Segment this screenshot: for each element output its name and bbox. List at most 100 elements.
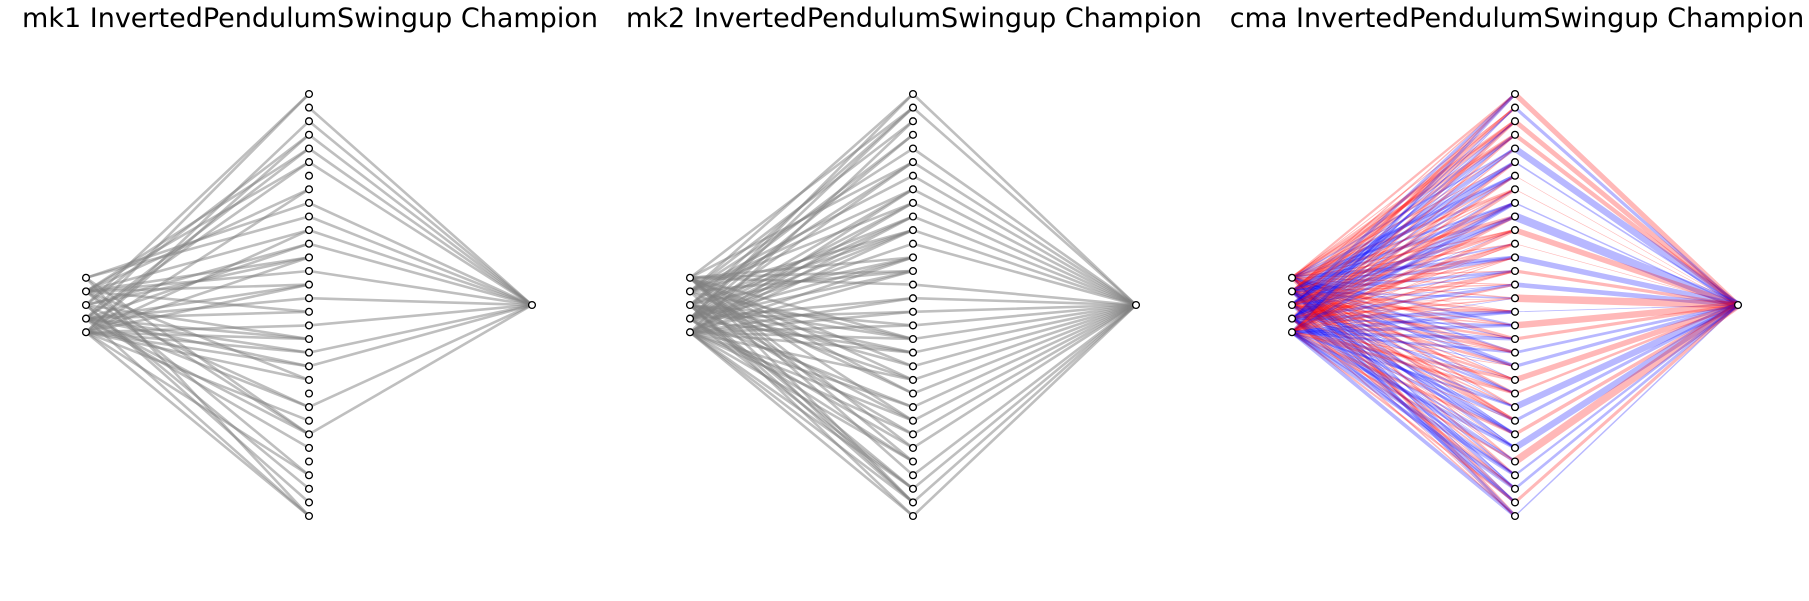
- hidden-node: [908, 362, 918, 371]
- edge-input-hidden: [1290, 330, 1517, 491]
- edge-hidden-output: [1512, 118, 1741, 308]
- edge-hidden-output: [911, 303, 1138, 368]
- hidden-node: [908, 443, 918, 452]
- edge-input-hidden: [688, 330, 915, 518]
- edge-input-hidden: [1290, 303, 1517, 436]
- edge-input-hidden: [1291, 188, 1516, 306]
- edge-input-hidden: [1291, 120, 1516, 306]
- edge-input-hidden: [1290, 316, 1517, 464]
- edge-hidden-output: [1513, 303, 1740, 368]
- edge-input-hidden: [84, 92, 311, 320]
- edge-hidden-output: [307, 269, 534, 307]
- hidden-node: [1510, 443, 1520, 452]
- edge-input-hidden: [1290, 255, 1517, 280]
- edge-input-hidden: [1290, 317, 1517, 449]
- edge-input-hidden: [1290, 275, 1517, 518]
- hidden-node: [908, 471, 918, 480]
- hidden-node: [304, 403, 314, 412]
- hidden-node: [908, 321, 918, 330]
- hidden-node: [908, 457, 918, 466]
- edge-hidden-output: [1511, 145, 1742, 309]
- edge-input-hidden: [1291, 304, 1516, 327]
- hidden-node: [1510, 212, 1520, 221]
- edge-hidden-output: [307, 303, 534, 354]
- edge-input-hidden: [1290, 331, 1517, 504]
- edge-hidden-output: [911, 201, 1138, 307]
- edge-input-hidden: [1290, 214, 1517, 280]
- hidden-node: [304, 484, 314, 493]
- edge-input-hidden: [1290, 303, 1517, 368]
- edge-hidden-output: [1514, 175, 1739, 306]
- edge-input-hidden: [688, 92, 915, 320]
- hidden-node: [908, 403, 918, 412]
- edge-hidden-output: [307, 303, 534, 368]
- edge-input-hidden: [1291, 243, 1516, 333]
- edge-input-hidden: [84, 92, 311, 307]
- edge-hidden-output: [911, 303, 1138, 395]
- edge-input-hidden: [1291, 215, 1516, 293]
- hidden-node: [1510, 471, 1520, 480]
- hidden-node: [304, 511, 314, 521]
- hidden-node: [304, 471, 314, 480]
- hidden-node: [304, 117, 314, 126]
- edge-input-hidden: [1290, 317, 1517, 504]
- edge-input-hidden: [1290, 290, 1517, 313]
- edge-input-hidden: [84, 228, 311, 334]
- edge-hidden-output: [1512, 254, 1741, 308]
- edge-input-hidden: [688, 256, 915, 334]
- edge-hidden-output: [911, 303, 1138, 491]
- edge-input-hidden: [1291, 297, 1516, 333]
- output-node: [527, 300, 537, 310]
- edge-input-hidden: [1291, 318, 1516, 367]
- edge-input-hidden: [84, 330, 311, 423]
- edge-hidden-output: [307, 303, 534, 409]
- edge-input-hidden: [1291, 277, 1516, 435]
- edge-input-hidden: [1290, 276, 1517, 327]
- edge-hidden-output: [1514, 188, 1739, 306]
- edge-input-hidden: [688, 330, 915, 341]
- hidden-node: [1510, 171, 1520, 180]
- edge-input-hidden: [1290, 289, 1517, 436]
- edge-input-hidden: [84, 317, 311, 518]
- edge-hidden-output: [1511, 294, 1742, 309]
- edge-input-hidden: [1290, 303, 1517, 314]
- hidden-node: [1510, 144, 1520, 153]
- input-node: [1287, 328, 1297, 337]
- edge-input-hidden: [1291, 318, 1516, 381]
- edge-input-hidden: [1291, 148, 1516, 320]
- edge-input-hidden: [1291, 297, 1516, 320]
- edge-hidden-output: [307, 303, 534, 327]
- edge-input-hidden: [1290, 201, 1517, 307]
- edge-input-hidden: [84, 119, 311, 334]
- hidden-node: [908, 198, 918, 207]
- edge-hidden-output: [1513, 303, 1740, 395]
- edge-input-hidden: [1290, 133, 1517, 293]
- edge-hidden-output: [1512, 227, 1741, 308]
- edge-input-hidden: [1290, 106, 1517, 293]
- hidden-node: [1510, 511, 1520, 521]
- edge-input-hidden: [1290, 120, 1517, 320]
- hidden-node: [304, 362, 314, 371]
- edge-hidden-output: [307, 106, 534, 307]
- edge-input-hidden: [1291, 270, 1516, 306]
- hidden-node: [908, 144, 918, 153]
- edge-input-hidden: [1290, 330, 1517, 436]
- edge-input-hidden: [84, 256, 311, 334]
- output-node: [1131, 300, 1141, 310]
- edge-hidden-output: [911, 228, 1138, 307]
- hidden-node: [304, 130, 314, 139]
- edge-hidden-output: [911, 303, 1138, 477]
- hidden-node: [304, 430, 314, 439]
- hidden-node: [304, 171, 314, 180]
- edge-input-hidden: [1290, 330, 1517, 450]
- edge-hidden-output: [911, 296, 1138, 307]
- edge-input-hidden: [1291, 304, 1516, 490]
- input-node: [81, 328, 91, 337]
- edge-input-hidden: [688, 330, 915, 409]
- edge-input-hidden: [1291, 229, 1516, 319]
- edge-input-hidden: [1290, 331, 1517, 354]
- edge-input-hidden: [1291, 317, 1516, 517]
- edge-input-hidden: [1291, 331, 1516, 367]
- edge-hidden-output: [1514, 304, 1739, 313]
- edge-input-hidden: [1291, 277, 1516, 503]
